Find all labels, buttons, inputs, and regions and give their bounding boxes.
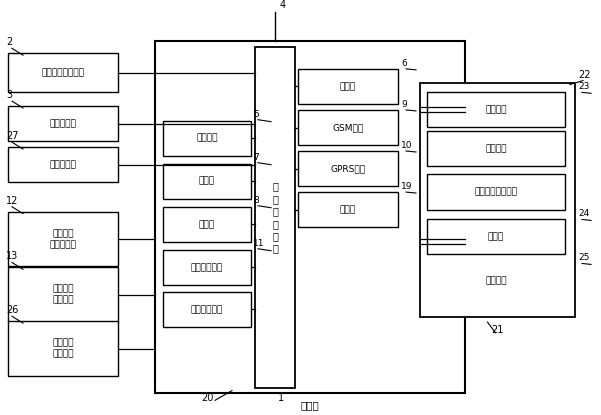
Text: 19: 19 [401,182,412,191]
Text: 4: 4 [280,0,286,10]
Text: 2: 2 [6,37,12,47]
Text: 蓝牙模块: 蓝牙模块 [485,144,507,153]
Text: 21: 21 [491,325,504,335]
Bar [8,147,118,182]
Text: 通信接口模块: 通信接口模块 [191,263,223,272]
Bar [420,83,575,317]
Bar [163,250,251,285]
Text: 22: 22 [578,70,591,80]
Bar [298,192,398,227]
Bar [163,164,251,199]
Text: 电子门锁: 电子门锁 [485,105,507,114]
Text: 10: 10 [401,141,412,150]
Text: 26: 26 [6,305,19,315]
Text: 23: 23 [578,82,590,91]
Bar [427,174,565,210]
Bar [427,93,565,127]
Bar [427,220,565,254]
Text: 电压电流采集模块: 电压电流采集模块 [41,68,85,77]
Text: 24: 24 [578,210,589,218]
Text: 27: 27 [6,131,19,141]
Text: 11: 11 [253,239,264,248]
Bar [8,321,118,376]
Bar [298,151,398,186]
Text: 程序升级接口: 程序升级接口 [191,305,223,314]
Bar [298,69,398,104]
Text: 中
央
处
理
单
元: 中 央 处 理 单 元 [272,181,278,254]
Text: 摄像头: 摄像头 [488,232,504,241]
Bar [8,267,118,322]
Bar [8,53,118,93]
Text: 9: 9 [401,100,407,109]
Bar [163,292,251,327]
Text: 按键组: 按键组 [199,177,215,186]
Bar [298,110,398,145]
Bar [8,212,118,266]
Text: 指示灯: 指示灯 [340,205,356,214]
Bar [155,42,465,393]
Text: 13: 13 [6,251,18,261]
Text: 3: 3 [6,90,12,100]
Text: 烟雾传感器: 烟雾传感器 [49,160,76,169]
Text: 5: 5 [253,110,259,119]
Text: 8: 8 [253,196,259,205]
Text: 12: 12 [6,196,19,206]
Bar [163,207,251,242]
Text: 低压无功
测控装置: 低压无功 测控装置 [52,339,74,359]
Text: 20: 20 [201,393,213,403]
Text: 25: 25 [578,254,590,262]
Text: 防盗模块: 防盗模块 [485,276,507,285]
Bar [255,47,295,388]
Bar [427,132,565,166]
Text: 1: 1 [278,393,284,403]
Text: 箱门开关检测模块: 箱门开关检测模块 [475,188,517,197]
Text: 6: 6 [401,59,407,68]
Text: GSM模块: GSM模块 [332,123,364,132]
Text: GPRS模块: GPRS模块 [331,164,365,173]
Text: 存储器: 存储器 [199,220,215,229]
Text: 接地动作
试验模块: 接地动作 试验模块 [52,285,74,305]
Text: 7: 7 [253,153,259,162]
Text: 电源模块: 电源模块 [197,134,218,143]
Bar [8,106,118,141]
Text: 显示屏: 显示屏 [340,82,356,91]
Text: 剩余电流
动作保护器: 剩余电流 动作保护器 [49,229,76,249]
Text: 监控盒: 监控盒 [300,400,319,410]
Text: 温度传感器: 温度传感器 [49,119,76,128]
Bar [163,121,251,156]
